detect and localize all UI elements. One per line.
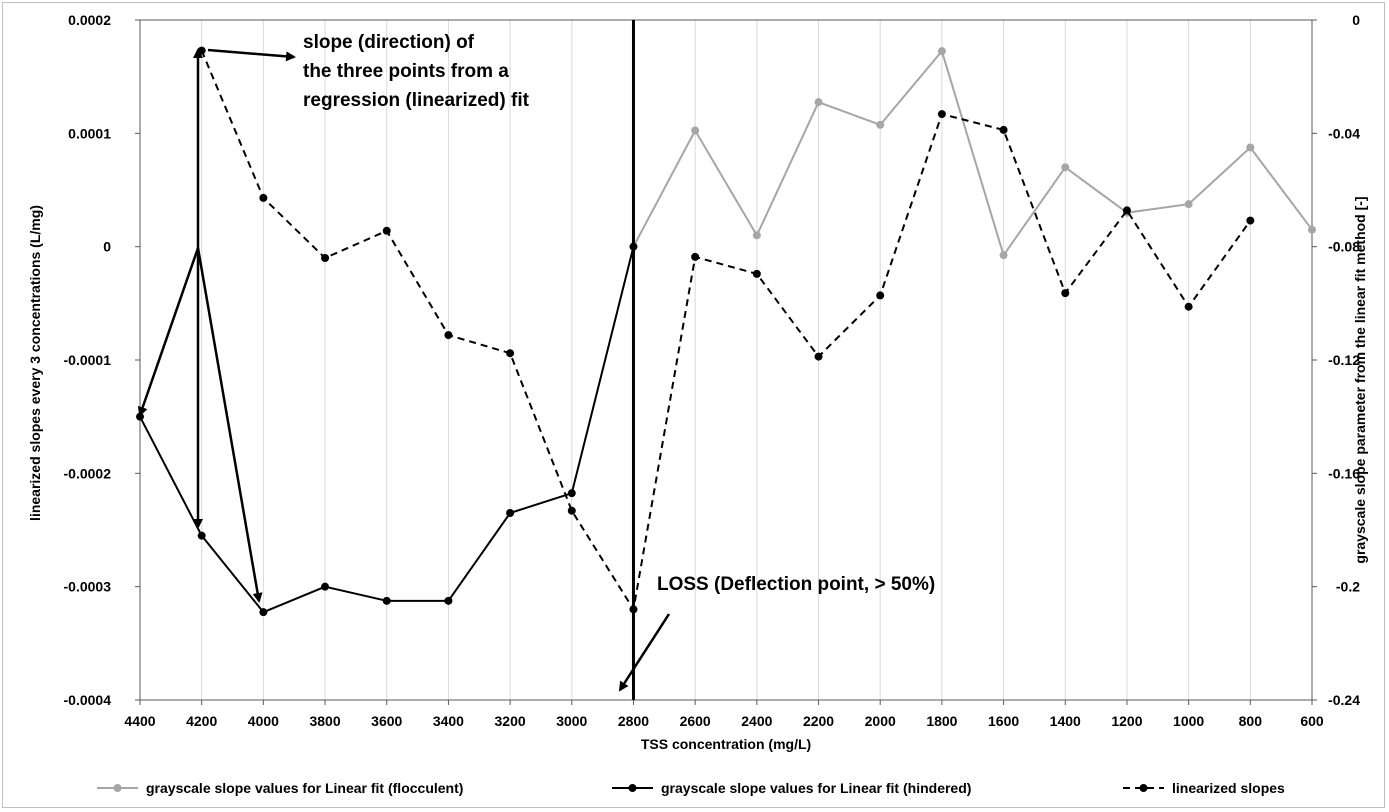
data-point-linearized	[506, 349, 515, 358]
data-point-flocculent	[876, 120, 885, 129]
series-line-linearized	[200, 50, 1252, 611]
data-point-linearized	[321, 254, 330, 262]
data-point-linearized	[876, 291, 885, 300]
data-point-flocculent	[1184, 200, 1193, 209]
data-point-hindered	[259, 608, 268, 617]
data-point-hindered	[444, 596, 453, 605]
annotation-arrow	[207, 48, 296, 62]
data-point-linearized	[567, 506, 576, 515]
data-point-flocculent	[937, 47, 946, 56]
y-right-tick-label: -0.04	[1328, 125, 1360, 141]
x-tick-label: 3000	[556, 713, 587, 729]
data-point-hindered	[197, 531, 206, 540]
legend: grayscale slope values for Linear fit (f…	[97, 780, 1285, 796]
legend-marker-flocculent	[113, 784, 122, 792]
data-point-linearized	[937, 110, 946, 119]
annotation-loss: LOSS (Deflection point, > 50%)	[657, 574, 935, 595]
y-right-tick-label: -0.24	[1328, 692, 1360, 708]
data-point-linearized	[1184, 302, 1193, 311]
y-left-tick-label: -0.0002	[64, 465, 112, 481]
x-tick-label: 3800	[309, 713, 340, 729]
y-left-tick-label: -0.0003	[64, 579, 112, 595]
x-tick-label: 3200	[495, 713, 526, 729]
x-tick-label: 1600	[988, 713, 1019, 729]
legend-item-linearized: linearized slopes	[1123, 780, 1285, 796]
data-point-flocculent	[691, 126, 700, 135]
data-point-linearized	[691, 252, 700, 261]
legend-marker-linearized	[1139, 784, 1148, 792]
data-point-linearized	[1122, 206, 1131, 215]
y-right-tick-label: -0.08	[1328, 239, 1360, 255]
y-right-tick-label: -0.12	[1328, 352, 1360, 368]
data-point-flocculent	[752, 231, 761, 240]
annotation-slope-line-1: slope (direction) of	[303, 32, 475, 53]
data-point-linearized	[999, 125, 1008, 134]
data-point-flocculent	[1246, 143, 1255, 152]
y-axis-left-title: linearized slopes every 3 concentrations…	[27, 205, 43, 521]
annotation-arrow	[137, 247, 200, 417]
x-tick-label: 3600	[371, 713, 402, 729]
legend-label-flocculent: grayscale slope values for Linear fit (f…	[146, 780, 463, 796]
plot-area-border	[139, 19, 1313, 701]
y-left-tick-label: 0.0002	[68, 12, 111, 28]
data-point-hindered	[506, 509, 515, 517]
x-tick-label: 600	[1300, 713, 1324, 729]
data-point-flocculent	[814, 98, 823, 107]
data-point-linearized	[444, 331, 453, 340]
y-right-tick-label: 0	[1352, 12, 1360, 28]
x-tick-label: 2400	[741, 713, 772, 729]
annotation-arrow	[196, 247, 263, 603]
data-point-linearized	[1061, 289, 1070, 298]
series-line-flocculent	[632, 50, 1313, 257]
y-left-tick-label: -0.0001	[64, 352, 112, 368]
data-point-flocculent	[999, 251, 1008, 260]
x-tick-label: 2800	[618, 713, 649, 729]
annotation-slope-line-2: the three points from a	[303, 61, 509, 82]
data-point-linearized	[814, 352, 823, 361]
x-tick-label: 1200	[1111, 713, 1142, 729]
data-point-linearized	[1246, 216, 1255, 225]
x-tick-label: 3400	[433, 713, 464, 729]
legend-label-hindered: grayscale slope values for Linear fit (h…	[661, 780, 971, 796]
y-right-tick-label: -0.2	[1336, 579, 1360, 595]
y-left-tick-label: 0.0001	[68, 125, 111, 141]
x-tick-label: 2200	[803, 713, 834, 729]
x-tick-label: 2600	[680, 713, 711, 729]
x-tick-label: 2000	[865, 713, 896, 729]
data-point-hindered	[567, 489, 576, 498]
y-axis-right-title: grayscale slope parameter from the linea…	[1352, 196, 1368, 563]
x-tick-label: 1800	[926, 713, 957, 729]
annotation-slope-line-3: regression (linearized) fit	[303, 90, 530, 111]
y-right-tick-label: -0.16	[1328, 465, 1360, 481]
legend-label-linearized: linearized slopes	[1172, 780, 1285, 796]
data-point-flocculent	[1061, 163, 1070, 172]
y-left-tick-label: -0.0004	[64, 692, 112, 708]
data-point-flocculent	[1308, 225, 1316, 234]
x-tick-label: 1000	[1173, 713, 1204, 729]
legend-item-flocculent: grayscale slope values for Linear fit (f…	[97, 780, 463, 796]
x-axis-title: TSS concentration (mg/L)	[641, 736, 811, 752]
y-left-tick-label: 0	[103, 239, 111, 255]
x-tick-label: 4200	[186, 713, 217, 729]
data-point-hindered	[382, 596, 391, 605]
data-point-linearized	[752, 269, 761, 278]
data-point-linearized	[382, 226, 391, 235]
annotation-arrow	[618, 613, 671, 692]
x-tick-label: 1400	[1050, 713, 1081, 729]
x-tick-label: 4000	[248, 713, 279, 729]
legend-marker-hindered	[628, 784, 637, 792]
x-tick-label: 4400	[124, 713, 155, 729]
x-tick-label: 800	[1239, 713, 1263, 729]
data-point-hindered	[321, 582, 330, 591]
legend-item-hindered: grayscale slope values for Linear fit (h…	[612, 780, 971, 796]
data-point-linearized	[259, 193, 268, 202]
